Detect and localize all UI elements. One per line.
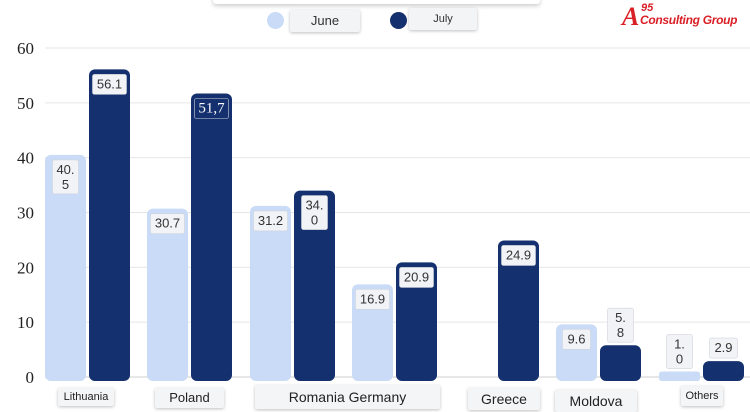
bar-june-lithuania [45,154,86,381]
category-label: Greece [468,388,540,410]
bar-july-others [703,361,744,381]
data-label-box [501,245,536,266]
data-label-box [301,195,328,230]
data-label-box [355,289,390,310]
bar-july-lithuania [89,69,130,381]
bar-july-greece [498,240,539,381]
data-label-text: 40. [56,162,74,177]
data-label: 30.7 [150,213,185,234]
data-label-box [194,98,229,119]
data-label: 9.6 [562,329,591,350]
data-label: 1.0 [666,334,693,369]
y-tick-label: 10 [17,313,34,332]
bar-june-others [659,371,700,381]
data-label: 40.5 [52,159,79,195]
data-label: 51,7 [194,98,229,119]
data-label-text: 9.6 [567,331,585,346]
data-label-box [607,307,634,343]
legend-swatch-june [267,12,284,29]
data-label-text: 31.2 [258,213,283,228]
bar-june-romania [250,205,291,381]
legend-label-july: July [433,13,453,25]
top-panel-edge [213,0,540,4]
data-label-text: 5 [62,177,69,192]
y-tick-label: 40 [17,149,34,168]
bar-july-moldova [600,345,641,381]
legend-item-july[interactable]: July [409,8,477,30]
y-tick-label: 20 [17,258,34,277]
bar-july-germany [396,262,437,381]
y-tick-label: 30 [17,204,34,223]
legend-label-june: June [310,13,340,28]
data-label-text: 20.9 [404,269,429,284]
category-label: Romania Germany [255,385,440,409]
data-label-text: 5. [615,310,626,325]
data-label-text: 34. [305,198,323,213]
data-label-box [52,159,79,195]
logo-mark: A [622,2,640,31]
logo-superscript: 95 [641,2,654,14]
logo-name: Consulting Group [640,13,738,27]
data-label-text: 51,7 [198,101,225,117]
data-label: 31.2 [253,210,288,232]
data-label-box [666,334,693,369]
y-tick-label: 50 [17,94,34,113]
data-label-text: 0 [676,352,683,367]
category-label: Lithuania [58,388,114,406]
data-label: 20.9 [399,267,434,288]
y-tick-label: 60 [17,39,34,58]
data-label: 5.8 [607,307,634,343]
bar-july-romania [294,190,335,381]
data-label-text: 16.9 [360,291,385,306]
data-label-box [562,329,591,350]
data-label-text: 24.9 [506,247,531,262]
data-label-text: 8 [617,325,624,340]
category-label: Others [681,386,723,406]
data-label: 24.9 [501,245,536,266]
data-label-box [92,74,127,95]
data-label: 56.1 [92,74,127,95]
category-label: Poland [155,388,224,408]
data-label-box [709,337,738,359]
data-label-box [150,213,185,234]
bar-june-poland [147,208,188,381]
data-label-box [253,210,288,232]
data-label: 34.0 [301,195,328,230]
data-label-text: 2.9 [714,340,732,355]
y-tick-label: 0 [26,368,35,387]
category-label: Moldova [555,390,637,412]
data-label-text: 1. [674,337,685,352]
company-logo: A 95 Consulting Group [622,2,744,32]
legend-item-june[interactable]: June [290,10,360,32]
data-label-text: 56.1 [97,76,122,91]
data-label-text: 0 [311,213,318,228]
bar-july-poland [191,93,232,382]
legend-swatch-july [390,12,407,29]
data-label-box [399,267,434,288]
data-label: 2.9 [709,337,738,359]
data-label-text: 30.7 [155,216,180,231]
data-label: 16.9 [355,289,390,310]
